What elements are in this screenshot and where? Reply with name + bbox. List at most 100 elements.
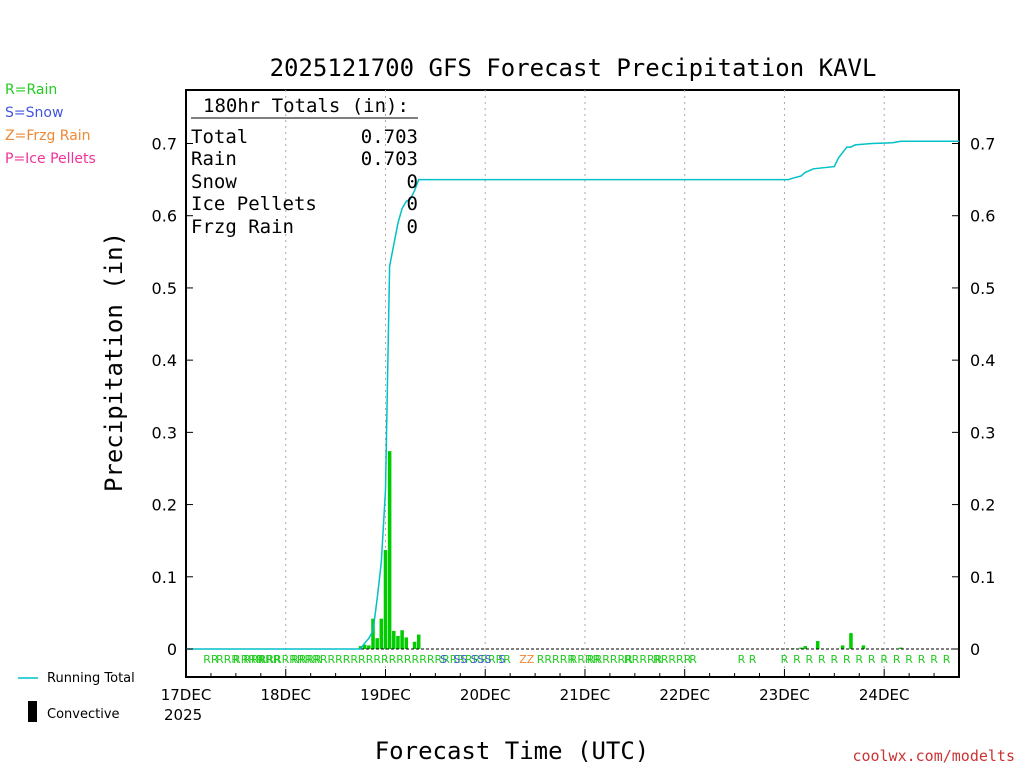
precip-bar [358, 646, 363, 649]
totals-frzg-label: Frzg Rain [191, 216, 294, 238]
credit-text: coolwx.com/modelts [852, 747, 1015, 765]
y-tick-label: 0.2 [152, 496, 177, 515]
precip-bar [387, 451, 392, 649]
legend-ice-pellets: P=Ice Pellets [5, 151, 96, 167]
y-tick-label: 0 [970, 640, 980, 659]
ptype-marker: RRRR [291, 653, 322, 666]
y-tick-label: 0.6 [152, 207, 177, 226]
ptype-marker: R [843, 653, 851, 666]
precip-bar [396, 636, 400, 649]
totals-header: 180hr Totals (in): [203, 95, 409, 117]
totals-frzg-value: 0 [407, 216, 418, 238]
y-tick-label: 0.4 [152, 351, 177, 370]
precip-bar [412, 641, 417, 649]
ptype-marker: SS [453, 653, 467, 666]
x-tick-label: 22DEC [659, 686, 710, 704]
x-tick-label: 17DEC [161, 686, 212, 704]
y-tick-label: 0.4 [970, 351, 995, 370]
ptype-marker: R [868, 653, 876, 666]
y-tick-label: 0.2 [970, 496, 995, 515]
precip-bar [849, 633, 853, 649]
ptype-marker: RRRRR [624, 653, 663, 666]
ptype-marker: RR [203, 653, 219, 666]
ptype-marker: R [689, 653, 697, 666]
precip-bar [861, 645, 866, 649]
ptype-marker: RRRRR [537, 653, 576, 666]
totals-total-label: Total [191, 126, 248, 148]
y-tick-label: 0.6 [970, 207, 995, 226]
precip-bar [392, 630, 396, 649]
y-axis-label: Precipitation (in) [100, 232, 128, 492]
ptype-marker: R [806, 653, 814, 666]
ptype-marker: S [498, 653, 505, 666]
y-tick-label: 0.3 [970, 423, 995, 442]
y-tick-label: 0.5 [970, 279, 995, 298]
y-tick-label: 0.7 [152, 135, 177, 154]
x-tick-label: 23DEC [759, 686, 810, 704]
x-tick-label: 24DEC [859, 686, 910, 704]
totals-ice-value: 0 [407, 193, 418, 215]
ptype-marker: RRR [258, 653, 281, 666]
ptype-marker: SSS [471, 653, 492, 666]
ptype-legend: R=Rain S=Snow Z=Frzg Rain P=Ice Pellets [5, 82, 96, 174]
ptype-marker: S [440, 653, 447, 666]
gridlines [285, 90, 885, 677]
x-tick-label: 18DEC [260, 686, 311, 704]
ptype-marker: R [781, 653, 789, 666]
ptype-marker: R [918, 653, 926, 666]
precip-bar [799, 647, 803, 649]
plot-area [185, 89, 960, 678]
convective-swatch [28, 701, 37, 722]
legend-rain: R=Rain [5, 82, 58, 98]
legend-frzg-rain: Z=Frzg Rain [5, 128, 91, 144]
precip-bar [840, 645, 845, 649]
precip-bar [371, 618, 375, 649]
precip-bar [383, 550, 388, 649]
y-axis-left: 0 0.1 0.2 0.3 0.4 0.5 0.6 0.7 [152, 135, 193, 659]
ptype-marker: R [943, 653, 951, 666]
precip-bar [404, 637, 409, 649]
ptype-marker: R [855, 653, 863, 666]
y-tick-label: 0.5 [152, 279, 177, 298]
precip-bar [379, 618, 384, 649]
precip-bar [803, 646, 807, 649]
precip-bar [899, 647, 903, 649]
precip-bar [416, 634, 421, 649]
y-tick-label: 0.1 [152, 568, 177, 587]
ptype-marker: RRRRR [653, 653, 692, 666]
ptype-marker: R R [738, 653, 757, 666]
precip-bar [815, 641, 820, 649]
x-axis-label: Forecast Time (UTC) [375, 737, 650, 765]
totals-rain-value: 0.703 [361, 148, 418, 170]
precip-bar [400, 630, 404, 649]
running-total-legend-label: Running Total [47, 671, 135, 686]
x-axis: 17DEC 18DEC 19DEC 20DEC 21DEC 22DEC 23DEC 24DEC [161, 669, 960, 704]
y-tick-label: 0 [167, 640, 177, 659]
precip-bar [375, 638, 379, 649]
ptype-marker: RRRRRRRRRRRRRRRRRRRRRRRRRRRRRRRRRRR [243, 653, 511, 666]
ptype-marker: R [880, 653, 888, 666]
totals-snow-label: Snow [191, 171, 237, 193]
x-tick-label: 21DEC [560, 686, 611, 704]
precip-bar [362, 644, 367, 649]
ptype-marker: R [793, 653, 801, 666]
ptype-marker: R [893, 653, 901, 666]
totals-snow-value: 0 [407, 171, 418, 193]
ptype-markers: RRRRRRRRRRRR RRRRRRRRRRRRRRRRRRRRRRRRRRRR… [203, 653, 950, 666]
x-tick-label: 20DEC [460, 686, 511, 704]
totals-ice-label: Ice Pellets [191, 193, 317, 215]
ptype-marker: RRRR [233, 653, 264, 666]
precip-bars [358, 451, 903, 650]
ptype-marker: ZZ [519, 653, 535, 666]
y-tick-label: 0.7 [970, 135, 995, 154]
totals-total-value: 0.703 [361, 126, 418, 148]
x-tick-label: 19DEC [360, 686, 411, 704]
chart-title: 2025121700 GFS Forecast Precipitation KA… [270, 54, 877, 82]
running-total-line [186, 140, 959, 650]
precip-bar [367, 645, 371, 649]
totals-box: 180hr Totals (in): Total 0.703 Rain 0.70… [191, 95, 418, 238]
ptype-marker: RRR [216, 653, 239, 666]
convective-legend-label: Convective [47, 707, 120, 722]
y-tick-label: 0.1 [970, 568, 995, 587]
